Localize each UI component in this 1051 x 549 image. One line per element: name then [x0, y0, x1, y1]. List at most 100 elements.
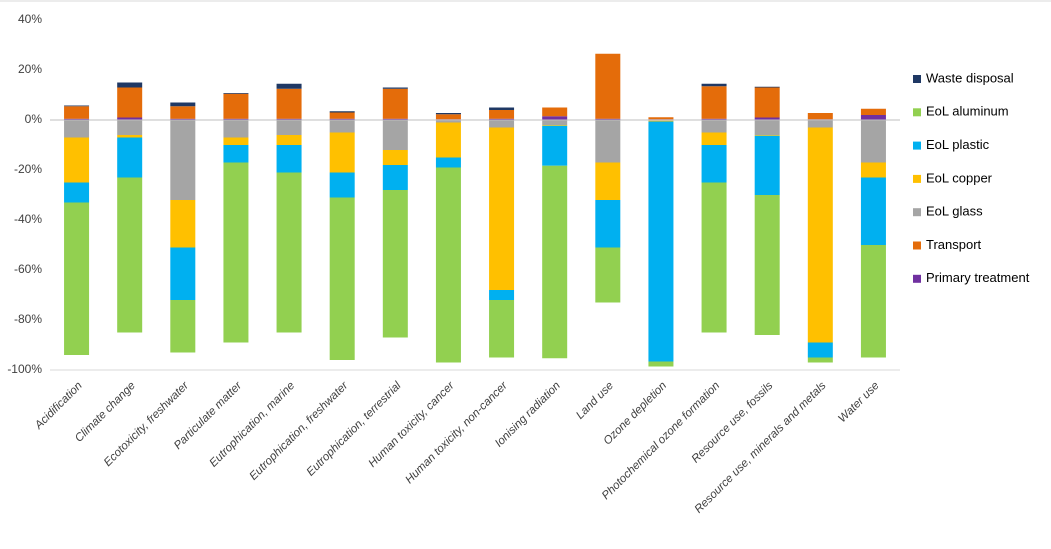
bar-segment: [382, 88, 408, 119]
bar-segment: [489, 290, 515, 300]
bar-segment: [595, 200, 621, 248]
y-tick-label: -60%: [14, 262, 42, 276]
bar-segment: [701, 83, 727, 87]
bar-segment: [701, 145, 727, 183]
bar-segment: [489, 300, 515, 358]
bar-segment: [701, 132, 727, 145]
bar-segment: [64, 202, 90, 355]
legend-label: EoL aluminum: [926, 104, 1009, 119]
bar-segment: [117, 82, 143, 88]
bar-segment: [223, 162, 249, 343]
bar-segment: [64, 120, 90, 138]
x-tick-label: Eutrophication, terrestrial: [305, 379, 404, 478]
legend-label: Transport: [926, 237, 982, 252]
bar-segment: [117, 137, 143, 178]
legend-label: Waste disposal: [926, 70, 1014, 85]
bar-segment: [276, 120, 302, 135]
bar-segment: [701, 118, 727, 120]
legend-swatch: [913, 174, 921, 183]
bar-segment: [223, 93, 249, 119]
bar-segment: [542, 165, 568, 359]
bar-segment: [807, 127, 833, 343]
bar-segment: [648, 121, 674, 362]
bar-segment: [701, 86, 727, 119]
bar-segment: [807, 120, 833, 128]
bar-segment: [542, 116, 568, 120]
bar-segment: [382, 150, 408, 165]
bar-segment: [329, 132, 355, 173]
bar-segment: [117, 135, 143, 138]
bar-segment: [860, 162, 886, 178]
bar-segment: [435, 113, 461, 115]
y-tick-label: 40%: [18, 12, 42, 26]
bar-segment: [435, 122, 461, 158]
bar-segment: [648, 361, 674, 367]
bar-segment: [435, 120, 461, 123]
bar-segment: [542, 125, 568, 126]
bar-segment: [435, 114, 461, 120]
bar-segment: [170, 247, 196, 300]
y-tick-label: 20%: [18, 62, 42, 76]
bar-segment: [754, 87, 780, 118]
bar-segment: [382, 190, 408, 338]
y-tick-label: -20%: [14, 162, 42, 176]
bar-segment: [329, 111, 355, 113]
bar-segment: [276, 88, 302, 119]
bar-segment: [382, 165, 408, 190]
y-tick-label: -100%: [7, 362, 42, 376]
legend-label: EoL plastic: [926, 137, 990, 152]
legend-swatch: [913, 241, 921, 250]
bar-segment: [595, 120, 621, 163]
legend-swatch: [913, 208, 921, 217]
bar-segment: [276, 145, 302, 173]
bar-segment: [223, 93, 249, 94]
bar-segment: [648, 120, 674, 122]
bar-segment: [170, 106, 196, 119]
bar-segment: [489, 107, 515, 110]
y-tick-label: -40%: [14, 212, 42, 226]
bar-segment: [276, 135, 302, 145]
bar-segment: [64, 105, 90, 107]
bar-segment: [64, 118, 90, 120]
bar-segment: [595, 162, 621, 200]
bar-segment: [170, 120, 196, 200]
bar-segment: [701, 120, 727, 133]
bar-segment: [754, 135, 780, 136]
bar-segment: [223, 120, 249, 138]
legend-swatch: [913, 75, 921, 83]
bar-segment: [329, 172, 355, 198]
x-tick-label: Water use: [836, 380, 881, 425]
bar-segment: [276, 172, 302, 333]
legend-swatch: [913, 274, 921, 283]
bar-segment: [754, 135, 780, 195]
bar-segment: [860, 177, 886, 245]
bar-segment: [860, 120, 886, 163]
bar-segment: [807, 357, 833, 363]
bar-segment: [860, 245, 886, 358]
x-tick-label: Photochemical ozone formation: [600, 380, 722, 502]
bar-segment: [382, 120, 408, 150]
bar-segment: [489, 127, 515, 290]
bar-segment: [382, 87, 408, 89]
bar-segment: [64, 182, 90, 203]
bar-segment: [170, 118, 196, 120]
x-tick-label: Acidification: [32, 380, 85, 433]
bar-segment: [117, 87, 143, 118]
bar-segment: [542, 120, 568, 125]
bar-segment: [329, 112, 355, 119]
bar-segment: [754, 195, 780, 335]
bar-segment: [117, 117, 143, 120]
bar-segment: [170, 200, 196, 248]
legend-label: EoL copper: [926, 170, 993, 185]
bar-segment: [276, 83, 302, 89]
y-tick-label: -80%: [14, 312, 42, 326]
bar-segment: [382, 118, 408, 120]
bar-segment: [223, 137, 249, 145]
bar-segment: [595, 247, 621, 303]
bar-segment: [329, 120, 355, 133]
x-tick-label: Eutrophication, freshwater: [247, 379, 351, 483]
y-tick-label: 0%: [25, 112, 43, 126]
bar-segment: [595, 53, 621, 119]
bar-segment: [860, 108, 886, 115]
